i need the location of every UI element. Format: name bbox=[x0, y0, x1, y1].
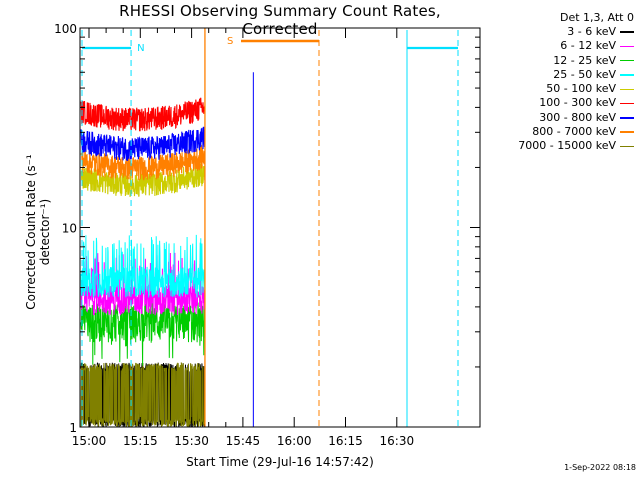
y-tick-label: 10 bbox=[62, 222, 77, 236]
legend-item: 800 - 7000 keV bbox=[482, 125, 638, 139]
legend-item: 300 - 800 keV bbox=[482, 111, 638, 125]
series-line-7000-15000-kev bbox=[80, 361, 206, 427]
series-line-300-800-kev bbox=[80, 126, 206, 161]
x-tick-label: 15:45 bbox=[226, 434, 261, 448]
footer-timestamp: 1-Sep-2022 08:18 bbox=[564, 463, 636, 472]
series-line-50-100-kev bbox=[80, 162, 206, 198]
y-axis-label: Corrected Count Rate (s⁻¹ detector⁻¹) bbox=[24, 154, 52, 310]
legend-item: 50 - 100 keV bbox=[482, 82, 638, 96]
legend-swatch bbox=[620, 45, 634, 48]
legend-swatch bbox=[620, 145, 634, 148]
legend-swatch bbox=[620, 59, 634, 62]
series-group bbox=[80, 97, 206, 427]
legend-item: 6 - 12 keV bbox=[482, 39, 638, 53]
legend: Det 1,3, Att 0 3 - 6 keV 6 - 12 keV 12 - 2… bbox=[482, 10, 638, 154]
legend-swatch bbox=[620, 74, 634, 76]
legend-item: 3 - 6 keV bbox=[482, 25, 638, 39]
legend-item: 100 - 300 keV bbox=[482, 96, 638, 110]
legend-item: 12 - 25 keV bbox=[482, 54, 638, 68]
legend-header: Det 1,3, Att 0 bbox=[560, 11, 634, 24]
series-line-100-300-kev bbox=[80, 97, 206, 132]
legend-swatch bbox=[620, 31, 634, 33]
y-tick-label: 100 bbox=[54, 22, 77, 36]
legend-label: 25 - 50 keV bbox=[553, 67, 616, 81]
legend-label: 7000 - 15000 keV bbox=[518, 139, 616, 153]
x-tick-label: 16:30 bbox=[380, 434, 415, 448]
legend-swatch bbox=[620, 131, 634, 133]
legend-label: 3 - 6 keV bbox=[567, 25, 616, 38]
legend-label: 6 - 12 keV bbox=[560, 39, 616, 53]
legend-label: 100 - 300 keV bbox=[539, 96, 616, 110]
saa-label: S bbox=[227, 36, 233, 47]
chart-title: RHESSI Observing Summary Count Rates, Co… bbox=[119, 2, 441, 38]
x-tick-label: 15:30 bbox=[174, 434, 209, 448]
x-tick-label: 15:00 bbox=[72, 434, 107, 448]
legend-item: 25 - 50 keV bbox=[482, 68, 638, 82]
legend-swatch bbox=[620, 117, 634, 119]
legend-label: 300 - 800 keV bbox=[539, 110, 616, 124]
legend-item: 7000 - 15000 keV bbox=[482, 139, 638, 153]
y-tick-label: 1 bbox=[69, 421, 77, 435]
legend-label: 800 - 7000 keV bbox=[532, 125, 616, 139]
x-axis-label: Start Time (29-Jul-16 14:57:42) bbox=[186, 455, 374, 469]
night-label: N bbox=[137, 43, 144, 54]
legend-swatch bbox=[620, 88, 634, 91]
legend-label: 12 - 25 keV bbox=[553, 53, 616, 67]
legend-swatch bbox=[620, 102, 634, 105]
x-tick-label: 16:00 bbox=[277, 434, 312, 448]
series-line-25-50-kev bbox=[80, 234, 206, 298]
x-tick-label: 15:15 bbox=[123, 434, 158, 448]
legend-label: 50 - 100 keV bbox=[546, 82, 616, 96]
series-line-12-25-kev bbox=[80, 299, 206, 366]
x-tick-label: 16:15 bbox=[328, 434, 363, 448]
series-line-800-7000-kev bbox=[80, 144, 206, 181]
